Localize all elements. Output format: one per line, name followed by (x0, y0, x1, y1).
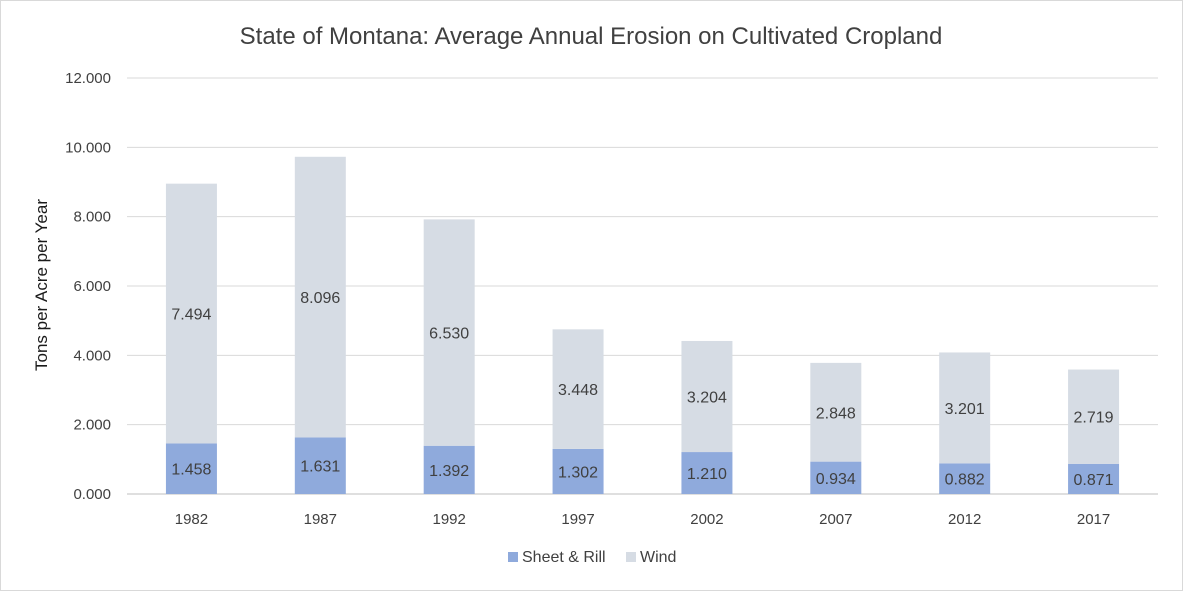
bar-wind (1068, 369, 1120, 464)
x-tick-label: 1987 (304, 511, 337, 528)
data-label: 1.631 (300, 459, 340, 476)
bar-sheet-rill (423, 445, 475, 494)
y-tick-label: 12.000 (65, 70, 111, 87)
x-tick-label: 2017 (1077, 511, 1110, 528)
data-label: 1.210 (687, 466, 727, 483)
data-label: 1.392 (429, 463, 469, 480)
data-label: 3.448 (558, 382, 598, 399)
x-tick-label: 2007 (819, 511, 852, 528)
bar-wind (165, 183, 217, 444)
y-tick-label: 10.000 (65, 139, 111, 156)
bar-wind (552, 329, 604, 449)
y-axis-tick-labels: 0.000 2.000 4.000 6.000 8.000 10.000 12.000 (65, 70, 111, 503)
y-tick-label: 4.000 (73, 347, 111, 364)
legend: Sheet & Rill Wind (508, 549, 676, 566)
gridlines (127, 77, 1158, 495)
x-tick-label: 2012 (948, 511, 981, 528)
legend-swatch (626, 552, 636, 562)
bar-wind (939, 352, 991, 464)
data-label: 0.882 (945, 472, 985, 489)
bar-data-labels: 1.458 7.494 1.631 8.096 1.392 6.530 1.302 3.448… (171, 290, 1113, 489)
bar-sheet-rill (810, 461, 862, 494)
data-label: 8.096 (300, 290, 340, 307)
data-label: 2.719 (1074, 410, 1114, 427)
data-label: 0.934 (816, 471, 856, 488)
x-tick-label: 2002 (690, 511, 723, 528)
y-tick-label: 2.000 (73, 417, 111, 434)
data-label: 0.871 (1074, 472, 1114, 489)
data-label: 6.530 (429, 326, 469, 343)
bar-wind (681, 340, 733, 453)
chart-title: State of Montana: Average Annual Erosion… (240, 23, 943, 50)
legend-swatch (508, 552, 518, 562)
bar-wind (423, 219, 475, 446)
x-tick-label: 1982 (175, 511, 208, 528)
bar-sheet-rill (1068, 463, 1120, 494)
y-tick-label: 0.000 (73, 486, 111, 503)
legend-label: Wind (640, 549, 676, 566)
bar-wind (294, 156, 346, 438)
bars (165, 156, 1120, 494)
data-label: 1.302 (558, 464, 598, 481)
data-label: 1.458 (171, 462, 211, 479)
bar-sheet-rill (939, 463, 991, 494)
bar-sheet-rill (294, 437, 346, 494)
y-tick-label: 8.000 (73, 209, 111, 226)
data-label: 3.201 (945, 401, 985, 418)
legend-label: Sheet & Rill (522, 549, 606, 566)
data-label: 3.204 (687, 390, 727, 407)
bar-sheet-rill (552, 448, 604, 494)
bar-sheet-rill (165, 443, 217, 494)
x-tick-label: 1992 (433, 511, 466, 528)
y-axis-label: Tons per Acre per Year (32, 199, 51, 371)
data-label: 2.848 (816, 405, 856, 422)
bar-sheet-rill (681, 452, 733, 494)
bar-wind (810, 362, 862, 462)
data-label: 7.494 (171, 307, 211, 324)
y-tick-label: 6.000 (73, 278, 111, 295)
x-tick-label: 1997 (561, 511, 594, 528)
x-axis-tick-labels: 1982 1987 1992 1997 2002 2007 2012 2017 (175, 511, 1111, 528)
